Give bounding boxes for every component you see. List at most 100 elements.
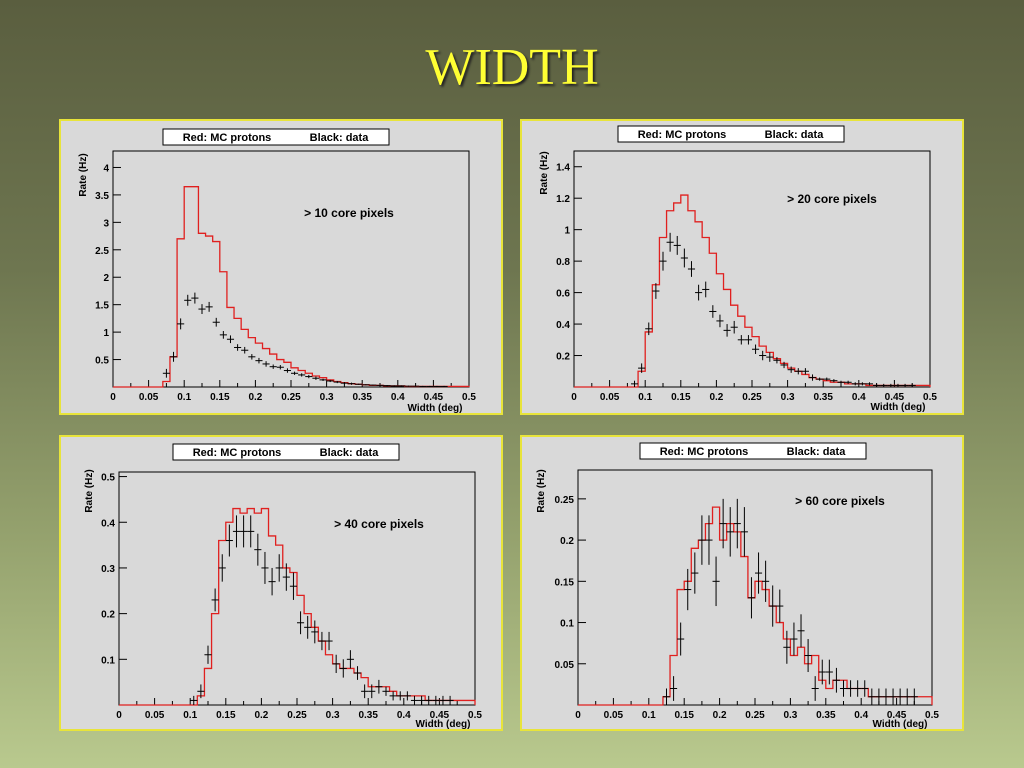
legend-data-label: Black: data: [765, 129, 825, 141]
x-tick-label: 0.1: [177, 392, 191, 403]
data-point: [873, 383, 881, 387]
data-point: [823, 377, 831, 381]
mc-histogram-line: [574, 194, 931, 388]
data-point: [808, 374, 817, 381]
x-tick-label: 0.5: [925, 710, 939, 721]
x-tick-label: 0.2: [248, 392, 262, 403]
data-point: [291, 371, 299, 375]
data-point: [204, 645, 212, 664]
data-point: [376, 384, 384, 386]
data-point: [234, 344, 242, 351]
data-point: [773, 357, 781, 364]
x-tick-label: 0.3: [326, 710, 340, 721]
data-point: [425, 695, 433, 705]
plot-area: 0 0.05 0.1 0.15 0.2 0.25 0.3 0.35 0.4 0.45 0.5 0.1 0…: [101, 471, 482, 721]
data-point: [811, 676, 819, 701]
data-point: [440, 385, 448, 387]
data-point: [677, 622, 685, 656]
data-point: [839, 680, 848, 697]
x-tick-label: 0.3: [783, 710, 797, 721]
data-point: [730, 320, 738, 334]
data-point: [248, 354, 256, 360]
data-point: [198, 304, 206, 315]
data-point: [197, 684, 205, 699]
data-point: [794, 368, 802, 375]
data-point: [318, 631, 326, 651]
data-point: [446, 695, 454, 705]
y-tick-label: 2.5: [95, 246, 109, 257]
y-axis-label: Rate (Hz): [78, 153, 89, 196]
mc-histogram-line: [113, 186, 470, 388]
data-point: [311, 620, 319, 644]
data-point: [670, 676, 678, 701]
legend-box: [617, 125, 845, 143]
data-point: [733, 498, 741, 549]
x-tick-label: 0.45: [887, 710, 907, 721]
chart-annotation: > 40 core pixels: [334, 517, 424, 531]
data-point: [326, 379, 334, 383]
data-point: [304, 615, 312, 639]
x-tick-label: 0.4: [852, 392, 866, 403]
mc-histogram-line: [578, 506, 933, 706]
x-tick-label: 0.4: [397, 710, 411, 721]
plot-area: 0 0.05 0.1 0.15 0.2 0.25 0.3 0.35 0.4 0.45 0.5 0.5 1…: [95, 150, 476, 403]
data-point: [375, 679, 383, 694]
data-point: [325, 631, 333, 651]
data-point: [255, 357, 263, 364]
data-point: [218, 554, 226, 582]
data-point: [212, 317, 220, 327]
data-point: [282, 563, 290, 591]
x-tick-label: 0.15: [671, 392, 691, 403]
data-point: [776, 589, 784, 623]
data-point: [211, 588, 219, 612]
data-point: [205, 301, 213, 312]
x-tick-label: 0.5: [468, 710, 482, 721]
data-point: [896, 688, 904, 705]
data-point: [368, 684, 376, 699]
data-point: [298, 373, 306, 377]
data-point: [780, 361, 788, 369]
legend-mc-label: Red: MC protons: [183, 132, 272, 144]
data-point: [638, 363, 646, 373]
x-axis-label: Width (deg): [871, 402, 926, 413]
data-point: [226, 335, 235, 344]
data-point: [716, 314, 724, 328]
data-point: [797, 614, 805, 648]
data-point: [759, 350, 767, 361]
data-point: [825, 659, 833, 685]
data-point: [712, 556, 720, 607]
y-tick-label: 0.4: [556, 320, 570, 331]
data-point: [723, 324, 731, 337]
legend-data-label: Black: data: [787, 446, 847, 458]
y-tick-label: 4: [103, 163, 109, 174]
x-tick-label: 0.3: [320, 392, 334, 403]
y-axis-label: Rate (Hz): [536, 469, 547, 512]
x-tick-label: 0.45: [430, 710, 450, 721]
data-point: [396, 691, 404, 701]
data-point: [276, 365, 284, 370]
chart-annotation: > 60 core pixels: [795, 494, 885, 508]
data-point: [790, 622, 798, 656]
data-point: [887, 383, 895, 387]
y-tick-label: 1.4: [556, 163, 570, 174]
x-tick-label: 0: [571, 392, 577, 403]
chart-annotation: > 10 core pixels: [304, 206, 394, 220]
y-tick-label: 1.2: [556, 194, 570, 205]
x-tick-label: 0.2: [713, 710, 727, 721]
data-point: [232, 515, 241, 548]
legend-mc-label: Red: MC protons: [193, 447, 282, 459]
x-tick-label: 0.25: [742, 392, 762, 403]
data-point: [169, 351, 178, 362]
data-point: [865, 382, 874, 386]
x-tick-label: 0.35: [813, 392, 833, 403]
data-point: [355, 383, 363, 385]
data-point: [177, 318, 185, 330]
data-point: [362, 384, 370, 386]
legend-data-label: Black: data: [320, 447, 380, 459]
y-tick-label: 0.05: [555, 660, 575, 671]
data-point: [630, 380, 639, 387]
data-point: [390, 385, 398, 387]
x-tick-label: 0.1: [642, 710, 656, 721]
plot-area: 0 0.05 0.1 0.15 0.2 0.25 0.3 0.35 0.4 0.45 0.5 0.2 0…: [556, 150, 937, 403]
data-point: [162, 368, 170, 378]
